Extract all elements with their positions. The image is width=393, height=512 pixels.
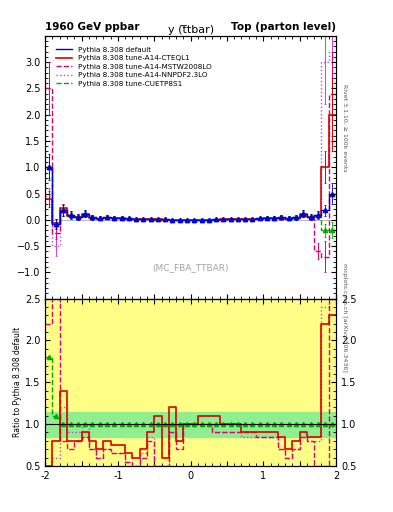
Pythia 8.308 tune-CUETP8S1 [174,217,178,223]
Pythia 8.308 tune-A14-MSTW2008LO [174,217,178,223]
Pythia 8.308 default [225,216,230,222]
Pythia 8.308 tune-CUETP8S1 [334,227,338,233]
Line: Pythia 8.308 tune-A14-MSTW2008LO: Pythia 8.308 tune-A14-MSTW2008LO [45,89,336,257]
Pythia 8.308 default [43,164,48,170]
Text: 1960 GeV ppbar: 1960 GeV ppbar [45,22,140,32]
Pythia 8.308 tune-CUETP8S1 [239,216,244,222]
Pythia 8.308 tune-CUETP8S1 [298,210,302,217]
Pythia 8.308 tune-CUETP8S1 [43,164,48,170]
Pythia 8.308 tune-A14-CTEQL1 [174,217,178,223]
Pythia 8.308 tune-A14-NNPDF2.3LO [232,216,237,222]
Pythia 8.308 default [50,221,55,227]
Pythia 8.308 tune-A14-MSTW2008LO [319,253,324,260]
Pythia 8.308 tune-A14-CTEQL1 [225,216,230,222]
Pythia 8.308 tune-CUETP8S1 [232,216,237,222]
Pythia 8.308 tune-A14-MSTW2008LO [232,216,237,222]
Pythia 8.308 default [246,216,251,222]
Pythia 8.308 tune-A14-NNPDF2.3LO [43,193,48,199]
Pythia 8.308 tune-A14-MSTW2008LO [43,86,48,92]
Pythia 8.308 tune-A14-NNPDF2.3LO [225,217,230,223]
Text: Rivet 3.1.10, ≥ 100k events: Rivet 3.1.10, ≥ 100k events [342,84,347,172]
Pythia 8.308 tune-A14-CTEQL1 [305,211,309,217]
Pythia 8.308 default [334,190,338,197]
Pythia 8.308 default [305,210,309,217]
Line: Pythia 8.308 tune-CUETP8S1: Pythia 8.308 tune-CUETP8S1 [45,167,336,230]
Pythia 8.308 tune-A14-CTEQL1 [43,196,48,202]
Pythia 8.308 tune-A14-NNPDF2.3LO [246,216,251,222]
Y-axis label: Ratio to Pythia 8.308 default: Ratio to Pythia 8.308 default [13,327,22,437]
Title: y (t̅tbar): y (t̅tbar) [167,25,214,35]
Pythia 8.308 default [217,216,222,222]
Text: (MC_FBA_TTBAR): (MC_FBA_TTBAR) [152,263,229,272]
Pythia 8.308 tune-CUETP8S1 [217,216,222,222]
Pythia 8.308 tune-A14-NNPDF2.3LO [327,49,331,55]
Pythia 8.308 tune-A14-NNPDF2.3LO [334,49,338,55]
Pythia 8.308 tune-A14-NNPDF2.3LO [305,211,309,218]
Pythia 8.308 tune-A14-CTEQL1 [232,216,237,222]
Pythia 8.308 tune-A14-MSTW2008LO [239,216,244,222]
Pythia 8.308 tune-A14-NNPDF2.3LO [50,243,55,249]
Bar [45,412,336,437]
Line: Pythia 8.308 default: Pythia 8.308 default [45,167,336,224]
Text: mcplots.cern.ch [arXiv:1306.3436]: mcplots.cern.ch [arXiv:1306.3436] [342,263,347,372]
Pythia 8.308 tune-A14-MSTW2008LO [217,217,222,223]
Pythia 8.308 default [232,216,237,222]
Pythia 8.308 tune-A14-CTEQL1 [327,112,331,118]
Text: Top (parton level): Top (parton level) [231,22,336,32]
Pythia 8.308 default [174,217,178,223]
Pythia 8.308 tune-A14-MSTW2008LO [217,217,222,223]
Line: Pythia 8.308 tune-A14-NNPDF2.3LO: Pythia 8.308 tune-A14-NNPDF2.3LO [45,52,336,246]
Pythia 8.308 tune-A14-NNPDF2.3LO [217,217,222,223]
Pythia 8.308 tune-A14-CTEQL1 [334,112,338,118]
Line: Pythia 8.308 tune-A14-CTEQL1: Pythia 8.308 tune-A14-CTEQL1 [45,115,336,224]
Pythia 8.308 tune-A14-NNPDF2.3LO [174,217,178,223]
Legend: Pythia 8.308 default, Pythia 8.308 tune-A14-CTEQL1, Pythia 8.308 tune-A14-MSTW20: Pythia 8.308 default, Pythia 8.308 tune-… [53,43,214,90]
Pythia 8.308 tune-A14-CTEQL1 [246,216,251,222]
Pythia 8.308 tune-CUETP8S1 [217,216,222,222]
Pythia 8.308 tune-A14-CTEQL1 [217,216,222,222]
Pythia 8.308 tune-A14-MSTW2008LO [334,91,338,97]
Pythia 8.308 tune-CUETP8S1 [319,227,324,233]
Bar [45,298,336,466]
Pythia 8.308 tune-A14-MSTW2008LO [298,211,302,218]
Pythia 8.308 tune-A14-CTEQL1 [50,221,55,227]
